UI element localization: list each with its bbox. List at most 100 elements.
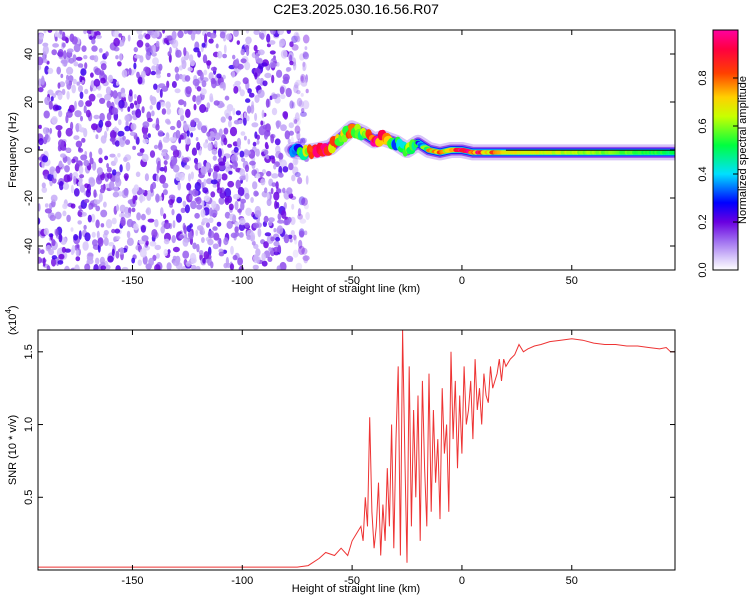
spectrogram-noise-blob — [58, 160, 63, 168]
spectrogram-noise-blob — [266, 192, 270, 201]
y-tick-label: 40 — [23, 48, 35, 60]
spectrogram-noise-blob — [244, 61, 251, 71]
spectrogram-noise-blob — [190, 257, 197, 264]
spectrogram-noise-blob — [264, 72, 272, 79]
spectrogram-noise-blob — [70, 203, 76, 209]
spectrogram-noise-blob — [191, 147, 197, 156]
spectrogram-noise-blob — [38, 56, 44, 66]
spectrogram-noise-blob — [225, 33, 233, 41]
spectrogram-noise-blob — [159, 88, 163, 98]
spectrogram-noise-blob — [146, 111, 152, 120]
spectrogram-noise-blob — [75, 140, 83, 148]
spectrogram-noise-blob — [142, 138, 150, 144]
spectrogram-noise-blob — [260, 120, 264, 126]
spectrogram-noise-blob — [239, 168, 246, 177]
spectrogram-noise-blob — [98, 192, 103, 202]
spectrogram-noise-blob — [212, 170, 218, 180]
spectrogram-noise-blob — [155, 69, 161, 76]
spectrogram-noise-blob — [66, 48, 74, 53]
spectrogram-noise-blob — [296, 130, 301, 141]
spectrogram-noise-blob — [233, 30, 239, 37]
spectrogram-noise-blob — [61, 246, 66, 253]
spectrogram-noise-blob — [232, 160, 238, 170]
spectrogram-noise-blob — [251, 240, 256, 246]
spectrogram-noise-blob — [288, 193, 294, 199]
spectrogram-noise-blob — [127, 34, 131, 42]
spectrogram-noise-blob — [96, 230, 100, 239]
spectrogram-noise-blob — [163, 160, 168, 166]
spectrogram-noise-blob — [182, 250, 190, 259]
spectrogram-noise-blob — [52, 104, 60, 111]
spectrogram-noise-blob — [185, 86, 192, 95]
spectrogram-noise-blob — [109, 130, 117, 140]
spectrogram-noise-blob — [124, 139, 131, 146]
spectrogram-noise-blob — [38, 145, 41, 151]
spectrogram-noise-blob — [84, 198, 90, 203]
spectrogram-noise-blob — [256, 256, 260, 264]
spectrogram-noise-blob — [139, 193, 143, 204]
spectrogram-noise-blob — [172, 220, 176, 229]
spectrogram-noise — [38, 30, 310, 270]
spectrogram-noise-blob — [286, 187, 293, 195]
spectrogram-noise-blob — [238, 119, 243, 124]
spectrogram-noise-blob — [135, 171, 141, 178]
spectrogram-noise-blob — [83, 105, 87, 114]
spectrogram-noise-blob — [304, 79, 308, 84]
spectrogram-noise-blob — [83, 55, 88, 60]
spectrogram-noise-blob — [270, 134, 275, 144]
spectrogram-noise-blob — [203, 178, 207, 187]
spectrogram-noise-blob — [256, 139, 260, 145]
spectrogram-noise-blob — [76, 244, 80, 249]
spectrogram-noise-blob — [170, 125, 176, 131]
spectrogram-noise-blob — [155, 123, 160, 131]
spectrogram-noise-blob — [210, 66, 218, 72]
spectrogram-noise-blob — [151, 181, 157, 190]
spectrogram-noise-blob — [267, 256, 273, 262]
spectrogram-noise-blob — [156, 74, 161, 79]
spectrogram-noise-blob — [114, 173, 120, 183]
spectrogram-noise-blob — [179, 134, 184, 140]
spectrogram-noise-blob — [136, 212, 142, 221]
spectrogram-noise-blob — [238, 232, 244, 238]
spectrogram-noise-blob — [139, 248, 147, 258]
spectrogram-noise-blob — [58, 139, 65, 148]
spectrogram-noise-blob — [274, 138, 281, 146]
spectrogram-noise-blob — [96, 167, 103, 176]
colorbar-tick-label: 0.2 — [697, 214, 709, 229]
spectrogram-noise-blob — [147, 218, 155, 223]
spectrogram-noise-blob — [57, 82, 61, 89]
spectrogram-noise-blob — [106, 166, 112, 173]
spectrogram-noise-blob — [141, 70, 146, 79]
spectrogram-noise-blob — [193, 157, 199, 164]
spectrogram-noise-blob — [119, 247, 125, 255]
spectrogram-noise-blob — [213, 165, 220, 173]
spectrogram-noise-blob — [75, 256, 81, 262]
spectrogram-noise-blob — [81, 137, 86, 143]
spectrogram-noise-blob — [232, 214, 237, 223]
spectrogram-noise-blob — [117, 61, 122, 67]
spectrogram-noise-blob — [75, 123, 80, 133]
spectrogram-noise-blob — [81, 212, 87, 217]
spectrogram-noise-blob — [294, 171, 301, 178]
spectrogram-noise-blob — [283, 234, 290, 244]
spectrogram-noise-blob — [175, 73, 180, 81]
spectrogram-noise-blob — [84, 263, 91, 270]
spectrogram-noise-blob — [224, 211, 231, 219]
spectrogram-noise-blob — [73, 43, 81, 53]
spectrogram-noise-blob — [223, 237, 229, 246]
spectrogram-noise-blob — [153, 83, 158, 90]
spectrogram-noise-blob — [123, 187, 129, 196]
spectrogram-noise-blob — [74, 264, 80, 270]
spectrogram-noise-blob — [114, 140, 120, 147]
spectrogram-noise-blob — [125, 161, 131, 172]
spectrogram-noise-blob — [147, 117, 153, 123]
spectrogram-noise-blob — [46, 265, 51, 270]
spectrogram-noise-blob — [184, 164, 191, 170]
spectrogram-noise-blob — [98, 48, 103, 53]
spectrogram-noise-blob — [203, 251, 209, 260]
spectrogram-noise-blob — [111, 248, 115, 257]
spectrogram-noise-blob — [120, 216, 126, 227]
spectrogram-noise-blob — [257, 228, 262, 238]
spectrogram-noise-blob — [187, 67, 193, 72]
